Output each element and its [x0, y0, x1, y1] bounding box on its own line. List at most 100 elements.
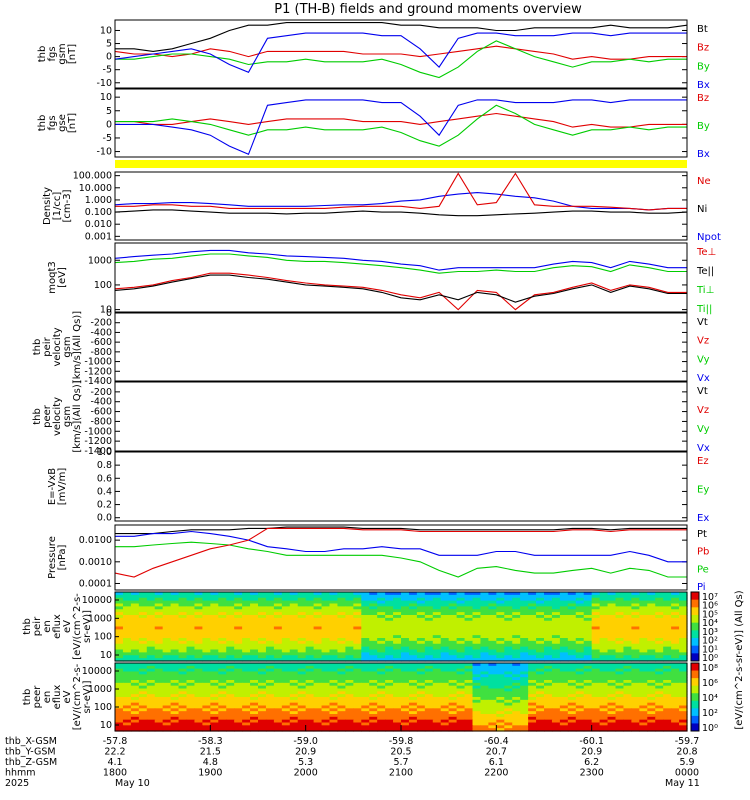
spectrogram-cell [393, 671, 402, 675]
y-axis-label: eV [62, 690, 73, 703]
spectrogram-cell [472, 688, 482, 692]
spectrogram-cell [520, 603, 529, 607]
spectrogram-cell [432, 685, 442, 690]
spectrogram-cell [575, 638, 585, 642]
spectrogram-cell [559, 674, 569, 678]
spectrogram-cell [122, 697, 132, 701]
spectrogram-cell [607, 609, 617, 613]
spectrogram-cell [369, 646, 378, 651]
spectrogram-cell [130, 702, 140, 707]
spectrogram-cell [297, 623, 307, 628]
spectrogram-cell [655, 597, 664, 602]
spectrogram-cell [416, 617, 426, 622]
spectrogram-cell [321, 612, 331, 616]
spectrogram-cell [623, 677, 632, 681]
spectrogram-cell [679, 671, 688, 675]
y-tick-label: 10 [100, 92, 112, 103]
spectrogram-cell [385, 685, 394, 690]
spectrogram-cell [329, 632, 339, 636]
spectrogram-cell [575, 600, 585, 605]
spectrogram-cell [305, 671, 315, 675]
colorbar-band [691, 670, 699, 679]
spectrogram-cell [655, 615, 664, 619]
spectrogram-cell [345, 626, 354, 630]
spectrogram-cell [250, 677, 259, 681]
spectrogram-cell [504, 694, 513, 698]
spectrogram-cell [289, 711, 299, 715]
spectrogram-cell [591, 708, 601, 712]
spectrogram-cell [186, 646, 196, 651]
spectrogram-cell [146, 655, 156, 659]
spectrogram-cell [281, 725, 291, 729]
spectrogram-cell [138, 635, 148, 639]
spectrogram-cell [313, 711, 323, 715]
spectrogram-cell [544, 597, 553, 602]
spectrogram-cell [393, 597, 402, 602]
spectrogram-cell [337, 663, 346, 667]
spectrogram-cell [567, 688, 577, 692]
spectrogram-cell [138, 677, 148, 681]
spectrogram-cell [234, 626, 243, 630]
spectrogram-cell [559, 592, 569, 596]
spectrogram-cell [424, 603, 434, 607]
spectrogram-cell [615, 655, 625, 659]
spectrogram-cell [170, 688, 180, 692]
spectrogram-cell [512, 708, 521, 712]
spectrogram-cell [305, 680, 315, 684]
spectrogram-cell [178, 705, 188, 709]
spectrogram-cell [679, 609, 688, 613]
spectrogram-cell [639, 658, 648, 662]
spectrogram-cell [385, 714, 394, 718]
spectrogram-cell [345, 640, 354, 645]
spectrogram-cell [361, 615, 370, 619]
spectrogram-cell [480, 725, 489, 729]
spectrogram-cell [456, 629, 466, 633]
spectrogram-cell [202, 646, 211, 651]
spectrogram-cell [671, 638, 680, 642]
spectrogram-cell [258, 623, 267, 628]
spectrogram-cell [567, 600, 577, 605]
spectrogram-cell [115, 663, 124, 667]
spectrogram-cell [146, 603, 156, 607]
spectrogram-cell [504, 714, 513, 718]
spectrogram-cell [361, 606, 370, 610]
spectrogram-cell [154, 597, 164, 602]
spectrogram-cell [250, 663, 259, 667]
spectrogram-cell [591, 635, 601, 639]
spectrogram-cell [583, 623, 593, 628]
spectrogram-cell [512, 640, 521, 645]
spectrogram-cell [258, 702, 267, 707]
spectrogram-cell [138, 658, 148, 662]
spectrogram-cell [663, 702, 672, 707]
spectrogram-cell [313, 640, 323, 645]
spectrogram-cell [258, 671, 267, 675]
spectrogram-cell [559, 649, 569, 653]
spectrogram-cell [130, 600, 140, 605]
spectrogram-cell [265, 652, 275, 656]
spectrogram-cell [361, 635, 370, 639]
spectrogram-cell [353, 640, 362, 645]
spectrogram-cell [115, 617, 124, 622]
spectrogram-cell [575, 682, 585, 687]
spectrogram-cell [377, 685, 386, 690]
spectrogram-cell [162, 708, 172, 712]
spectrogram-cell [432, 620, 442, 625]
series-line-Bz [115, 112, 687, 128]
spectrogram-cell [496, 663, 505, 667]
spectrogram-cell [464, 594, 474, 599]
spectrogram-cell [472, 649, 482, 653]
spectrogram-cell [337, 699, 346, 704]
spectrogram-cell [305, 725, 315, 729]
spectrogram-cell [377, 600, 386, 605]
spectrogram-cell [671, 635, 680, 639]
spectrogram-cell [170, 646, 180, 651]
spectrogram-cell [480, 688, 489, 692]
spectrogram-cell [520, 643, 529, 648]
spectrogram-cell [488, 688, 497, 692]
spectrogram-cell [115, 728, 124, 732]
spectrogram-cell [424, 646, 434, 651]
spectrogram-cell [679, 617, 688, 622]
spectrogram-cell [663, 677, 672, 681]
spectrogram-cell [504, 728, 513, 732]
